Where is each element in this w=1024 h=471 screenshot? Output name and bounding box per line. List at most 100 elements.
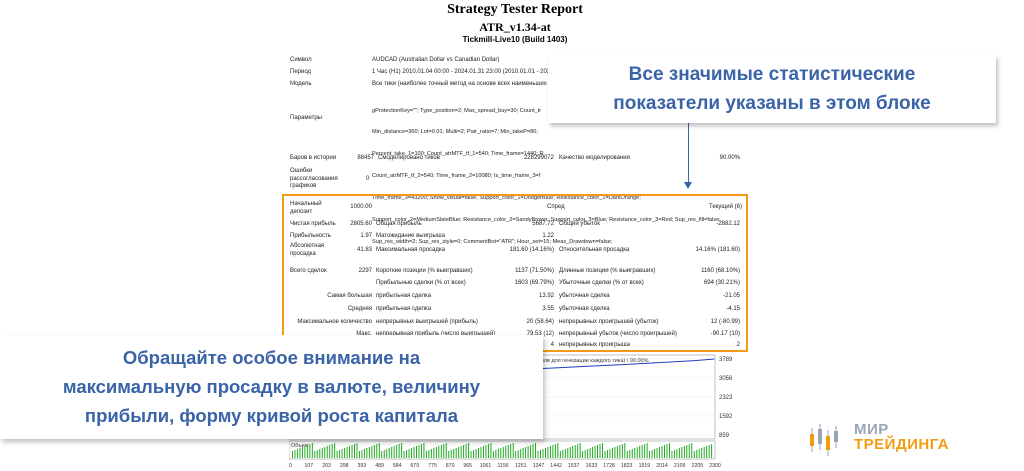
volume-bar	[460, 446, 462, 458]
volume-bar	[592, 447, 594, 458]
volume-bar	[542, 449, 544, 458]
volume-bar	[341, 449, 343, 458]
profit-factor-value: 1.97	[360, 233, 372, 239]
deposit-label: Начальный депозит	[290, 201, 322, 215]
candlestick-logo-icon	[810, 424, 838, 456]
report-ea-name: ATR_v1.34-at	[479, 20, 551, 34]
x-tick-label: 1633	[586, 463, 598, 469]
total-trades-value: 2297	[358, 268, 372, 274]
info-label-period: Период	[290, 69, 312, 75]
volume-bar	[334, 443, 336, 458]
volume-bar	[507, 445, 509, 458]
volume-bar	[398, 444, 400, 458]
info-value-model: Все тики (наиболее точный метод на основ…	[372, 81, 559, 87]
volume-bar	[299, 448, 301, 458]
x-tick-label: 1347	[533, 463, 545, 469]
volume-bar	[624, 443, 626, 458]
profit-trades-value: 1603 (69.79%)	[514, 280, 554, 286]
volume-bar	[356, 443, 358, 458]
x-tick-label: 870	[446, 463, 455, 469]
volume-bar	[554, 444, 556, 458]
volume-bar	[611, 448, 613, 458]
volume-bar	[354, 444, 355, 458]
volume-bar	[438, 446, 440, 458]
volume-bar	[502, 447, 504, 458]
volume-bar	[564, 449, 566, 458]
y-tick-label: 3056	[719, 376, 733, 382]
ticks-label: Смоделировано тиков	[378, 155, 440, 161]
volume-bar	[515, 451, 517, 458]
volume-bar	[316, 450, 318, 458]
loss-trades-value: 694 (30.21%)	[703, 280, 740, 286]
max-label: Макс.	[356, 331, 372, 337]
volume-bar	[296, 449, 298, 458]
x-tick-label: 2205	[692, 463, 704, 469]
volume-bar	[651, 450, 653, 458]
volume-bar	[706, 446, 708, 458]
volume-bar	[468, 443, 470, 458]
avg-cons-value: 4	[550, 342, 554, 348]
volume-bar	[629, 450, 631, 458]
volume-bar	[418, 445, 420, 458]
volume-bar	[383, 450, 385, 458]
bars-value: 88457	[357, 155, 374, 161]
y-tick-label: 3789	[719, 357, 733, 363]
x-tick-label: 393	[357, 463, 366, 469]
volume-bar	[435, 447, 437, 458]
volume-bar	[306, 445, 308, 458]
volume-bar	[490, 443, 492, 458]
volume-bar	[602, 443, 603, 458]
x-tick-label: 0	[289, 463, 292, 469]
x-tick-label: 965	[463, 463, 472, 469]
volume-bar	[406, 450, 408, 458]
expected-payoff-value: 1.22	[542, 233, 554, 239]
volume-bar	[319, 449, 321, 458]
volume-bar	[292, 451, 293, 458]
x-tick-label: 584	[393, 463, 402, 469]
volume-bar	[470, 451, 472, 458]
y-tick-label: 2323	[719, 395, 733, 401]
cons-profit-label: непрерывная прибыль (число выигрышей)	[376, 331, 496, 337]
volume-bar	[609, 449, 611, 458]
volume-bar	[562, 450, 564, 458]
average-loss-label: убыточная сделка	[559, 306, 610, 312]
volume-bar	[693, 451, 695, 458]
callout-bottom-line-2: максимальную просадку в валюте, величину	[62, 376, 481, 397]
x-tick-label: 1919	[639, 463, 651, 469]
volume-bar	[703, 447, 705, 458]
volume-bar	[676, 449, 678, 458]
logo-text: МИР ТРЕЙДИНГА	[854, 421, 950, 453]
volume-bar	[443, 444, 445, 458]
largest-profit-value: 13.92	[538, 293, 554, 299]
volume-bar	[656, 448, 658, 458]
volume-bar	[339, 450, 341, 458]
volume-bar	[413, 447, 415, 458]
volume-bar	[478, 448, 479, 458]
info-label-symbol: Символ	[290, 57, 312, 63]
volume-bar	[512, 443, 514, 458]
volume-bar	[666, 444, 668, 458]
x-tick-label: 2014	[656, 463, 668, 469]
max-count-label: Максимальное количество	[297, 319, 372, 325]
volume-bar	[505, 446, 507, 458]
volume-bar	[606, 450, 608, 458]
quality-value: 90.00%	[719, 155, 740, 161]
chart-title: ёмов для генерации каждого тика) / 90.00…	[537, 358, 649, 364]
largest-loss-label: убыточная сделка	[559, 293, 610, 299]
volume-bar	[646, 443, 648, 458]
largest-label: Самая большая	[327, 293, 372, 299]
volume-bar	[544, 448, 546, 458]
total-trades-label: Всего сделок	[290, 268, 327, 274]
volume-bar	[500, 448, 502, 458]
volume-bar	[535, 443, 537, 458]
x-tick-label: 1442	[550, 463, 562, 469]
x-tick-label: 2109	[674, 463, 686, 469]
volume-bar	[634, 448, 636, 458]
long-positions-label: Длинные позиции (% выигравших)	[559, 268, 656, 274]
volume-bar	[604, 451, 606, 458]
max-drawdown-label: Максимальная просадка	[376, 247, 445, 253]
volume-bar	[329, 445, 331, 458]
volume-bar	[708, 445, 710, 458]
expected-payoff-label: Матожидание выигрыша	[376, 233, 445, 239]
x-tick-label: 203	[322, 463, 331, 469]
